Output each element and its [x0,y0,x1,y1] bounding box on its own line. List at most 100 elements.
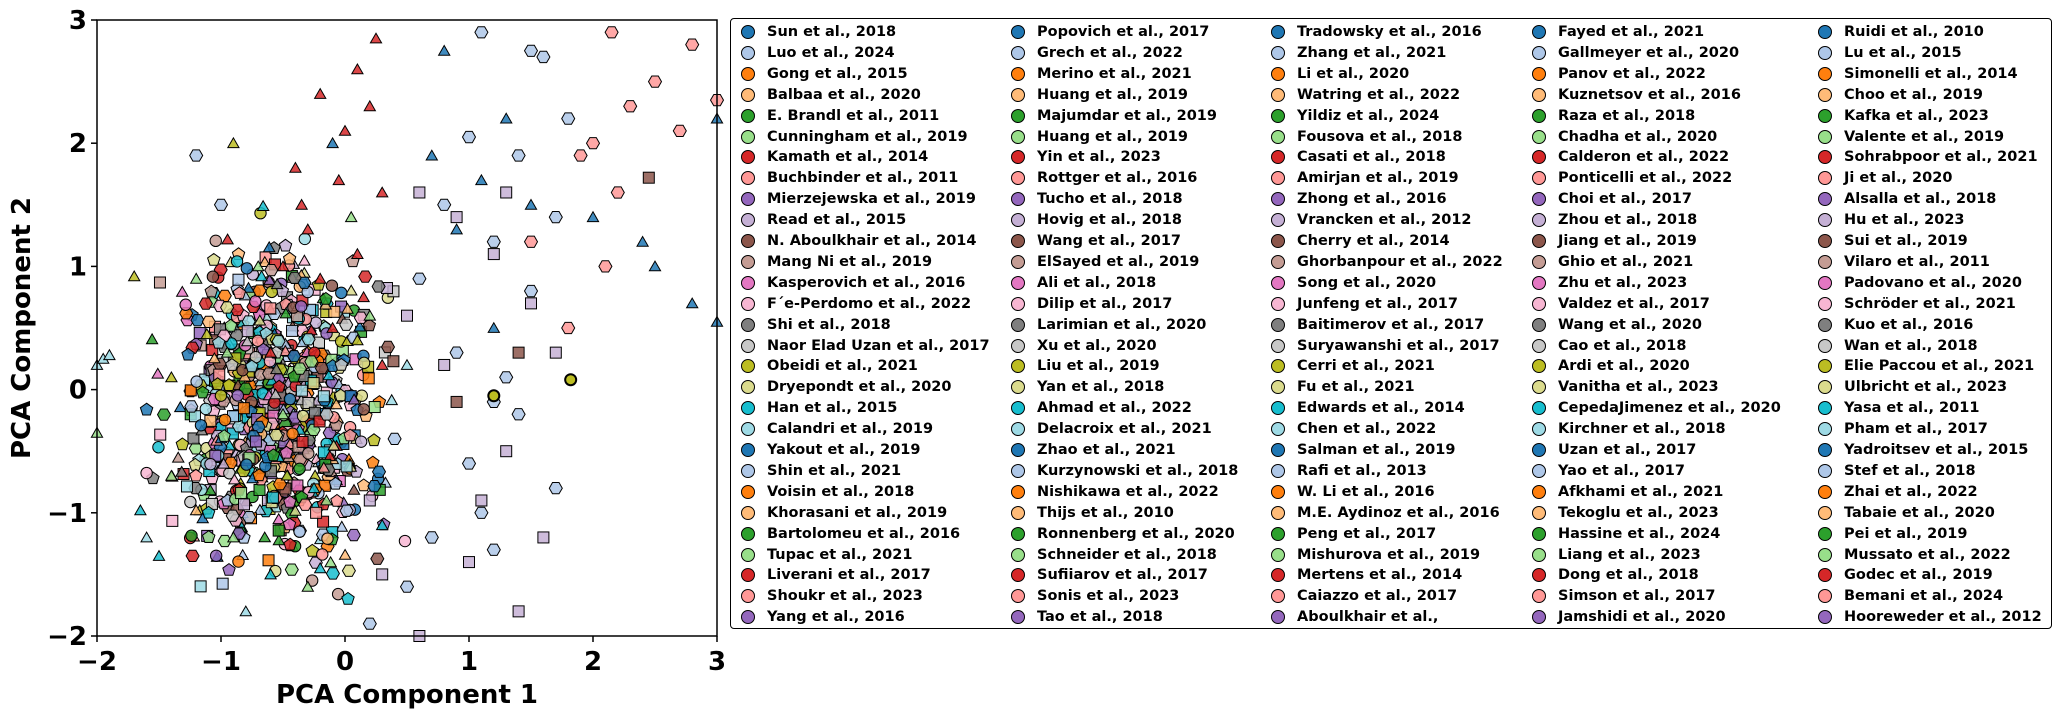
data-point [171,451,185,463]
legend-entry: Cherry et al., 2014 [1271,231,1450,251]
legend-swatch [1532,234,1546,248]
legend-label: Merino et al., 2021 [1037,65,1192,82]
legend-label: Calderon et al., 2022 [1558,149,1730,166]
legend-entry: Dong et al., 2018 [1532,565,1699,585]
legend-swatch [1818,45,1832,60]
legend-label: Xu et al., 2020 [1037,337,1157,354]
data-point [201,315,216,328]
legend-entry: Uzan et al., 2017 [1532,440,1696,460]
data-point [642,171,655,184]
legend-entry: Larimian et al., 2020 [1011,315,1206,335]
data-point [486,543,501,556]
data-point [317,515,330,528]
data-point [350,62,364,75]
scatter-plot: −2 −1 0 1 2 3 −2 −1 0 1 2 3 PCA Component 1 PCA Com… [7,6,725,710]
legend-entry: Naor Elad Uzan et al., 2017 [741,336,990,356]
data-point [324,555,338,568]
legend-entry: Peng et al., 2017 [1271,524,1436,544]
data-point [240,262,254,275]
legend-label: Yang et al., 2016 [767,609,905,626]
data-point [198,297,213,310]
legend-label: Ulbricht et al., 2023 [1844,379,2008,396]
legend-entry: Vilaro et al., 2011 [1818,252,1990,272]
legend-swatch [1818,87,1832,102]
data-point [302,396,315,409]
data-point [313,87,327,99]
legend-swatch [741,213,755,228]
data-point [304,355,319,368]
legend-swatch [741,338,755,353]
legend-label: Mierzejewska et al., 2019 [767,191,976,208]
legend-label: Cunningham et al., 2019 [767,128,968,145]
legend-label: Huang et al., 2019 [1037,86,1188,103]
legend-swatch [741,547,755,562]
legend-label: Ali et al., 2018 [1037,274,1157,291]
legend-label: Song et al., 2020 [1297,274,1437,291]
data-point [341,302,354,314]
data-point [279,307,293,319]
data-point [225,357,239,371]
legend-swatch [1818,359,1832,374]
legend-label: F´e-Perdomo et al., 2022 [767,295,972,312]
legend-label: Godec et al., 2019 [1844,567,1993,584]
data-point [343,428,357,442]
data-point [272,524,285,537]
data-point [249,295,262,308]
data-point [331,587,345,601]
data-point [363,494,376,507]
data-point [227,473,241,485]
data-point [366,455,380,469]
data-point [672,124,687,137]
legend-label: Cherry et al., 2014 [1297,233,1450,249]
data-point [385,393,399,406]
legend-swatch [1271,108,1285,123]
data-point [463,556,475,569]
legend-entry: Ronnenberg et al., 2020 [1011,524,1235,544]
legend-entry: Baitimerov et al., 2017 [1271,315,1484,335]
data-point [287,271,302,284]
data-point [319,494,333,506]
legend-label: Bemani et al., 2024 [1844,588,2004,605]
legend-swatch [1271,380,1285,395]
legend-swatch [1532,589,1546,604]
data-point [240,335,254,347]
data-point [310,506,323,519]
x-tick-label: 1 [460,647,478,677]
legend-swatch [1271,568,1285,583]
legend-label: Ponticelli et al., 2022 [1558,170,1733,187]
legend-entry: Cunningham et al., 2019 [741,127,968,147]
legend-swatch [741,25,755,39]
legend-label: Chen et al., 2022 [1297,421,1437,438]
legend-label: Caiazzo et al., 2017 [1297,588,1458,605]
legend-entry: Huang et al., 2019 [1011,127,1188,147]
data-point [461,457,477,470]
legend-entry: Zhu et al., 2023 [1532,273,1687,293]
data-point [412,272,427,285]
legend-entry: Cao et al., 2018 [1532,336,1686,356]
data-point [223,318,238,332]
legend-label: Ardi et al., 2020 [1558,358,1690,375]
data-point [232,286,247,299]
data-point [295,384,308,397]
data-point [251,420,266,434]
legend-label: Choi et al., 2017 [1558,191,1692,208]
data-point [262,554,275,567]
data-point [523,235,539,248]
data-point [350,333,364,346]
data-point [344,210,358,223]
legend-label: Yao et al., 2017 [1558,462,1685,479]
legend-entry: Dryepondt et al., 2020 [741,377,952,397]
x-tick-label: −1 [201,647,241,677]
legend-swatch [1271,422,1285,437]
legend-swatch [1271,192,1285,207]
data-point [338,548,352,560]
y-tick-label: 2 [69,129,87,159]
legend-entry: Watring et al., 2022 [1271,85,1460,105]
data-point [301,223,315,235]
data-point [536,50,551,64]
legend-swatch [741,171,755,186]
legend-swatch [1532,150,1546,165]
legend-entry: Edwards et al., 2014 [1271,398,1465,418]
legend-swatch [741,129,755,144]
legend-label: Rottger et al., 2016 [1037,170,1198,187]
